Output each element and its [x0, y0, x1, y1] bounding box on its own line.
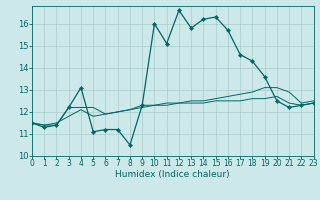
- X-axis label: Humidex (Indice chaleur): Humidex (Indice chaleur): [116, 170, 230, 179]
